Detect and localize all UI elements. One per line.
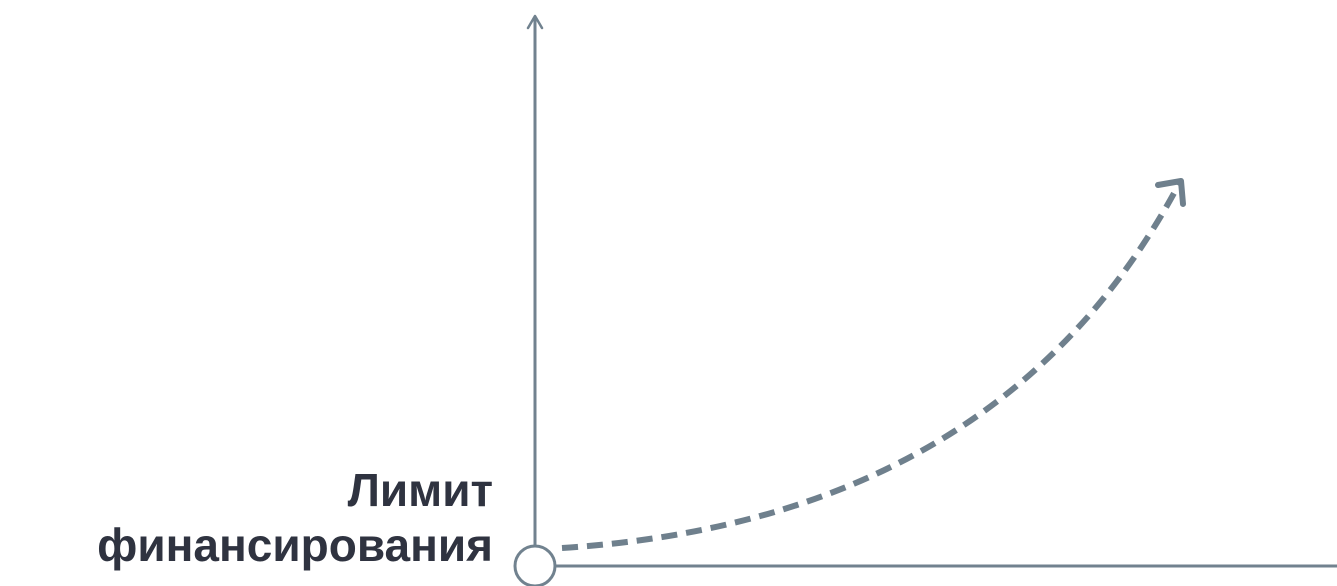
funding-limit-label-line-2: финансирования <box>97 519 493 571</box>
growth-curve-arrowhead-icon <box>1155 178 1186 207</box>
y-axis-arrow-icon <box>526 14 544 30</box>
funding-limit-label: Лимит финансирования <box>97 463 493 573</box>
funding-limit-label-line-1: Лимит <box>347 464 493 516</box>
origin-circle-icon <box>513 544 557 586</box>
growth-curve <box>561 182 1182 551</box>
